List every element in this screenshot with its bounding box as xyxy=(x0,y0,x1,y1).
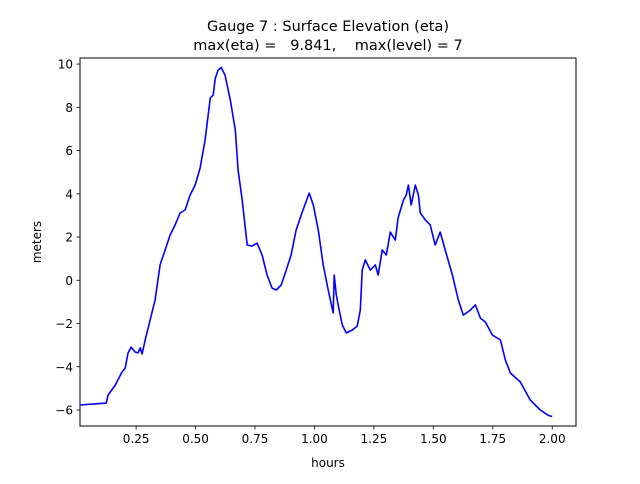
chart-subtitle: max(eta) = 9.841, max(level) = 7 xyxy=(193,38,463,54)
x-tick-label: 1.50 xyxy=(420,432,447,446)
y-tick-label: 4 xyxy=(65,187,73,201)
y-axis-label: meters xyxy=(30,221,44,263)
x-tick-label: 0.50 xyxy=(182,432,209,446)
y-tick-label: 6 xyxy=(65,144,73,158)
x-tick-label: 0.75 xyxy=(242,432,269,446)
y-tick-label: −2 xyxy=(55,317,73,331)
x-tick-label: 2.00 xyxy=(539,432,566,446)
x-tick-label: 1.75 xyxy=(479,432,506,446)
x-tick-label: 1.00 xyxy=(301,432,328,446)
y-tick-label: 10 xyxy=(58,58,73,72)
x-tick-label: 1.25 xyxy=(361,432,388,446)
x-axis-label: hours xyxy=(311,456,345,470)
y-tick-label: 8 xyxy=(65,101,73,115)
y-tick-label: −6 xyxy=(55,404,73,418)
y-tick-label: 0 xyxy=(65,274,73,288)
chart-title: Gauge 7 : Surface Elevation (eta) xyxy=(207,19,449,35)
eta-series-line xyxy=(79,66,553,418)
x-tick-label: 0.25 xyxy=(123,432,150,446)
plot-frame xyxy=(79,57,577,427)
y-tick-label: −4 xyxy=(55,360,73,374)
y-tick-label: 2 xyxy=(65,231,73,245)
